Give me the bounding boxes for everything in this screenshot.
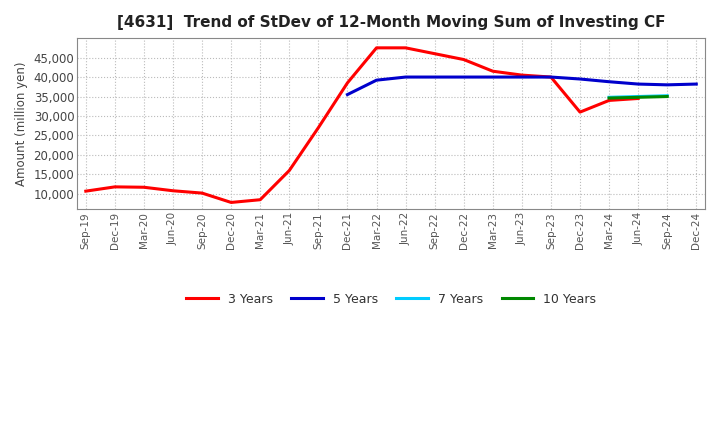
3 Years — [518, 73, 526, 78]
3 Years — [401, 45, 410, 51]
5 Years — [488, 74, 497, 80]
3 Years — [372, 45, 381, 51]
3 Years — [546, 74, 555, 80]
3 Years — [634, 96, 642, 101]
7 Years — [605, 95, 613, 100]
Line: 5 Years: 5 Years — [348, 77, 696, 95]
Line: 3 Years: 3 Years — [86, 48, 638, 202]
5 Years — [431, 74, 439, 80]
3 Years — [140, 185, 148, 190]
5 Years — [459, 74, 468, 80]
10 Years — [634, 95, 642, 100]
10 Years — [663, 94, 672, 99]
5 Years — [546, 74, 555, 80]
5 Years — [692, 81, 701, 87]
3 Years — [81, 188, 90, 194]
7 Years — [663, 93, 672, 99]
3 Years — [576, 110, 585, 115]
5 Years — [343, 92, 352, 97]
3 Years — [285, 168, 294, 173]
10 Years — [605, 95, 613, 101]
Line: 10 Years: 10 Years — [609, 96, 667, 98]
3 Years — [314, 125, 323, 130]
5 Years — [634, 81, 642, 87]
3 Years — [343, 80, 352, 85]
5 Years — [401, 74, 410, 80]
5 Years — [663, 82, 672, 88]
3 Years — [488, 69, 497, 74]
5 Years — [605, 79, 613, 84]
Legend: 3 Years, 5 Years, 7 Years, 10 Years: 3 Years, 5 Years, 7 Years, 10 Years — [181, 288, 600, 311]
5 Years — [518, 74, 526, 80]
Title: [4631]  Trend of StDev of 12-Month Moving Sum of Investing CF: [4631] Trend of StDev of 12-Month Moving… — [117, 15, 665, 30]
5 Years — [372, 77, 381, 83]
3 Years — [459, 57, 468, 62]
3 Years — [168, 188, 177, 194]
3 Years — [198, 191, 207, 196]
3 Years — [431, 51, 439, 56]
Line: 7 Years: 7 Years — [609, 96, 667, 97]
3 Years — [256, 197, 264, 202]
3 Years — [111, 184, 120, 190]
5 Years — [576, 77, 585, 82]
7 Years — [634, 94, 642, 99]
Y-axis label: Amount (million yen): Amount (million yen) — [15, 62, 28, 186]
3 Years — [227, 200, 235, 205]
3 Years — [605, 98, 613, 103]
